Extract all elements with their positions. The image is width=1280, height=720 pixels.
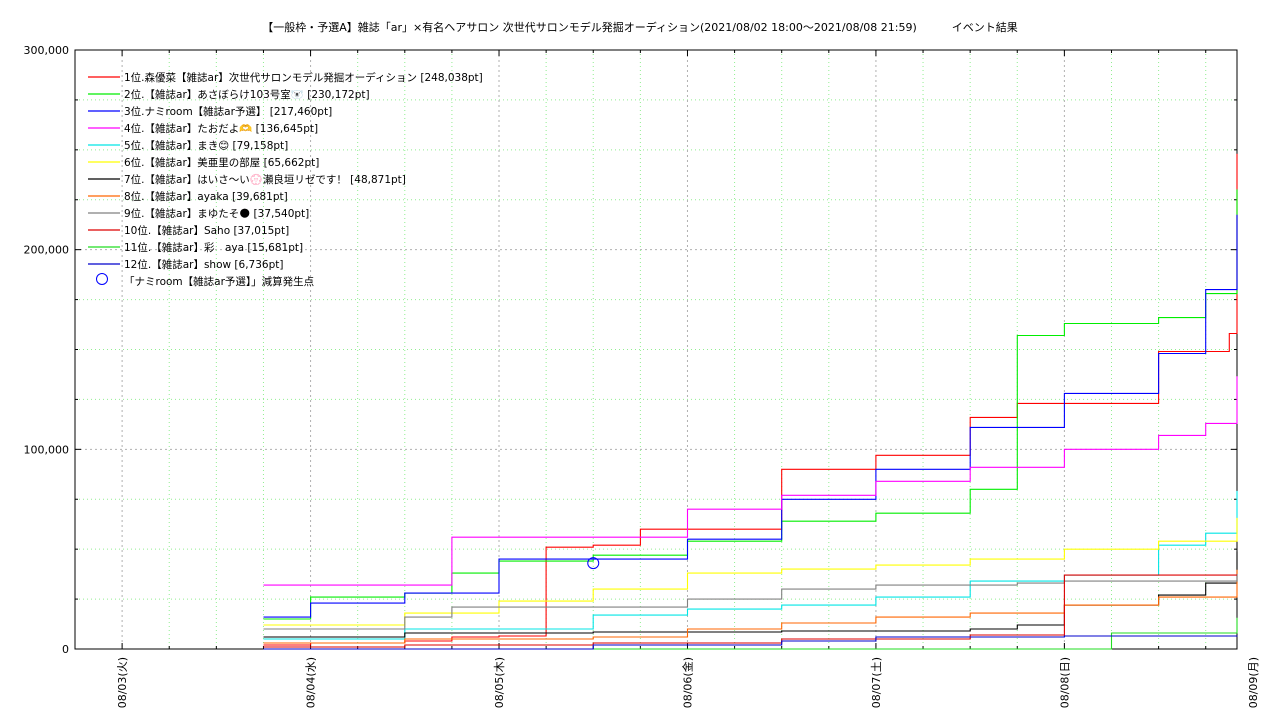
x-tick-label: 08/05(木): [493, 657, 506, 708]
x-tick-label: 08/03(火): [116, 657, 129, 708]
series-line: [263, 490, 1238, 640]
legend-marker-swatch: [96, 273, 108, 285]
legend-label: 6位.【雑誌ar】美亜里の部屋 [65,662pt]: [124, 156, 319, 169]
legend-label: 4位.【雑誌ar】たおだよ🫶 [136,645pt]: [124, 122, 318, 135]
legend-label: 9位.【雑誌ar】まゆたそ🌑 [37,540pt]: [124, 207, 309, 220]
series-line: [263, 617, 1238, 650]
series-line: [263, 635, 1238, 650]
legend-label: 1位.森優菜【雑誌ar】次世代サロンモデル発掘オーディション [248,038p…: [124, 71, 483, 84]
markers: [587, 557, 600, 570]
series-line: [263, 376, 1238, 586]
marker-point: [587, 557, 600, 570]
legend-label: 8位.【雑誌ar】ayaka [39,681pt]: [124, 190, 288, 203]
legend-label: 11位.【雑誌ar】彩 aya [15,681pt]: [124, 241, 303, 254]
legend-label: 10位.【雑誌ar】Saho [37,015pt]: [124, 224, 289, 237]
legend-label: 3位.ナミroom【雑誌ar予選】 [217,460pt]: [124, 105, 332, 118]
grid: [75, 50, 1237, 649]
y-tick-label: 0: [62, 643, 69, 656]
series-lines: [263, 153, 1238, 650]
series-line: [263, 189, 1238, 620]
x-tick-label: 08/06(金): [680, 657, 694, 708]
x-tick-label: 08/08(日): [1058, 657, 1071, 708]
series-line: [263, 153, 1238, 646]
x-tick-label: 08/07(土): [870, 657, 883, 708]
legend: 1位.森優菜【雑誌ar】次世代サロンモデル発掘オーディション [248,038p…: [88, 71, 483, 288]
axes: 0 100,000 200,000 300,000 08/03(火) 08/04(水) 08…: [24, 44, 1260, 708]
series-line: [263, 517, 1238, 626]
legend-label: 2位.【雑誌ar】あさぼらけ103号室🐻‍❄️ [230,172pt]: [124, 88, 370, 101]
series-line: [263, 551, 1238, 638]
x-tick-label: 08/09(月): [1247, 657, 1260, 708]
legend-label: 「ナミroom【雑誌ar予選】」減算発生点: [124, 275, 314, 288]
series-line: [263, 569, 1238, 644]
chart-title: 【一般枠・予選A】雑誌「ar」×有名ヘアサロン 次世代サロンモデル発掘オーディシ…: [262, 21, 1018, 34]
legend-label: 12位.【雑誌ar】show [6,736pt]: [124, 258, 283, 271]
series-line: [263, 574, 1237, 648]
legend-label: 7位.【雑誌ar】はいさ〜い💮瀬良垣リゼです！ [48,871pt]: [124, 173, 406, 186]
y-tick-label: 300,000: [24, 44, 70, 57]
y-tick-label: 200,000: [24, 244, 70, 257]
series-line: [263, 214, 1238, 618]
x-tick-label: 08/04(水): [305, 657, 318, 708]
y-tick-label: 100,000: [24, 443, 70, 456]
series-line: [263, 574, 1238, 630]
legend-label: 5位.【雑誌ar】まき😊 [79,158pt]: [124, 139, 288, 152]
